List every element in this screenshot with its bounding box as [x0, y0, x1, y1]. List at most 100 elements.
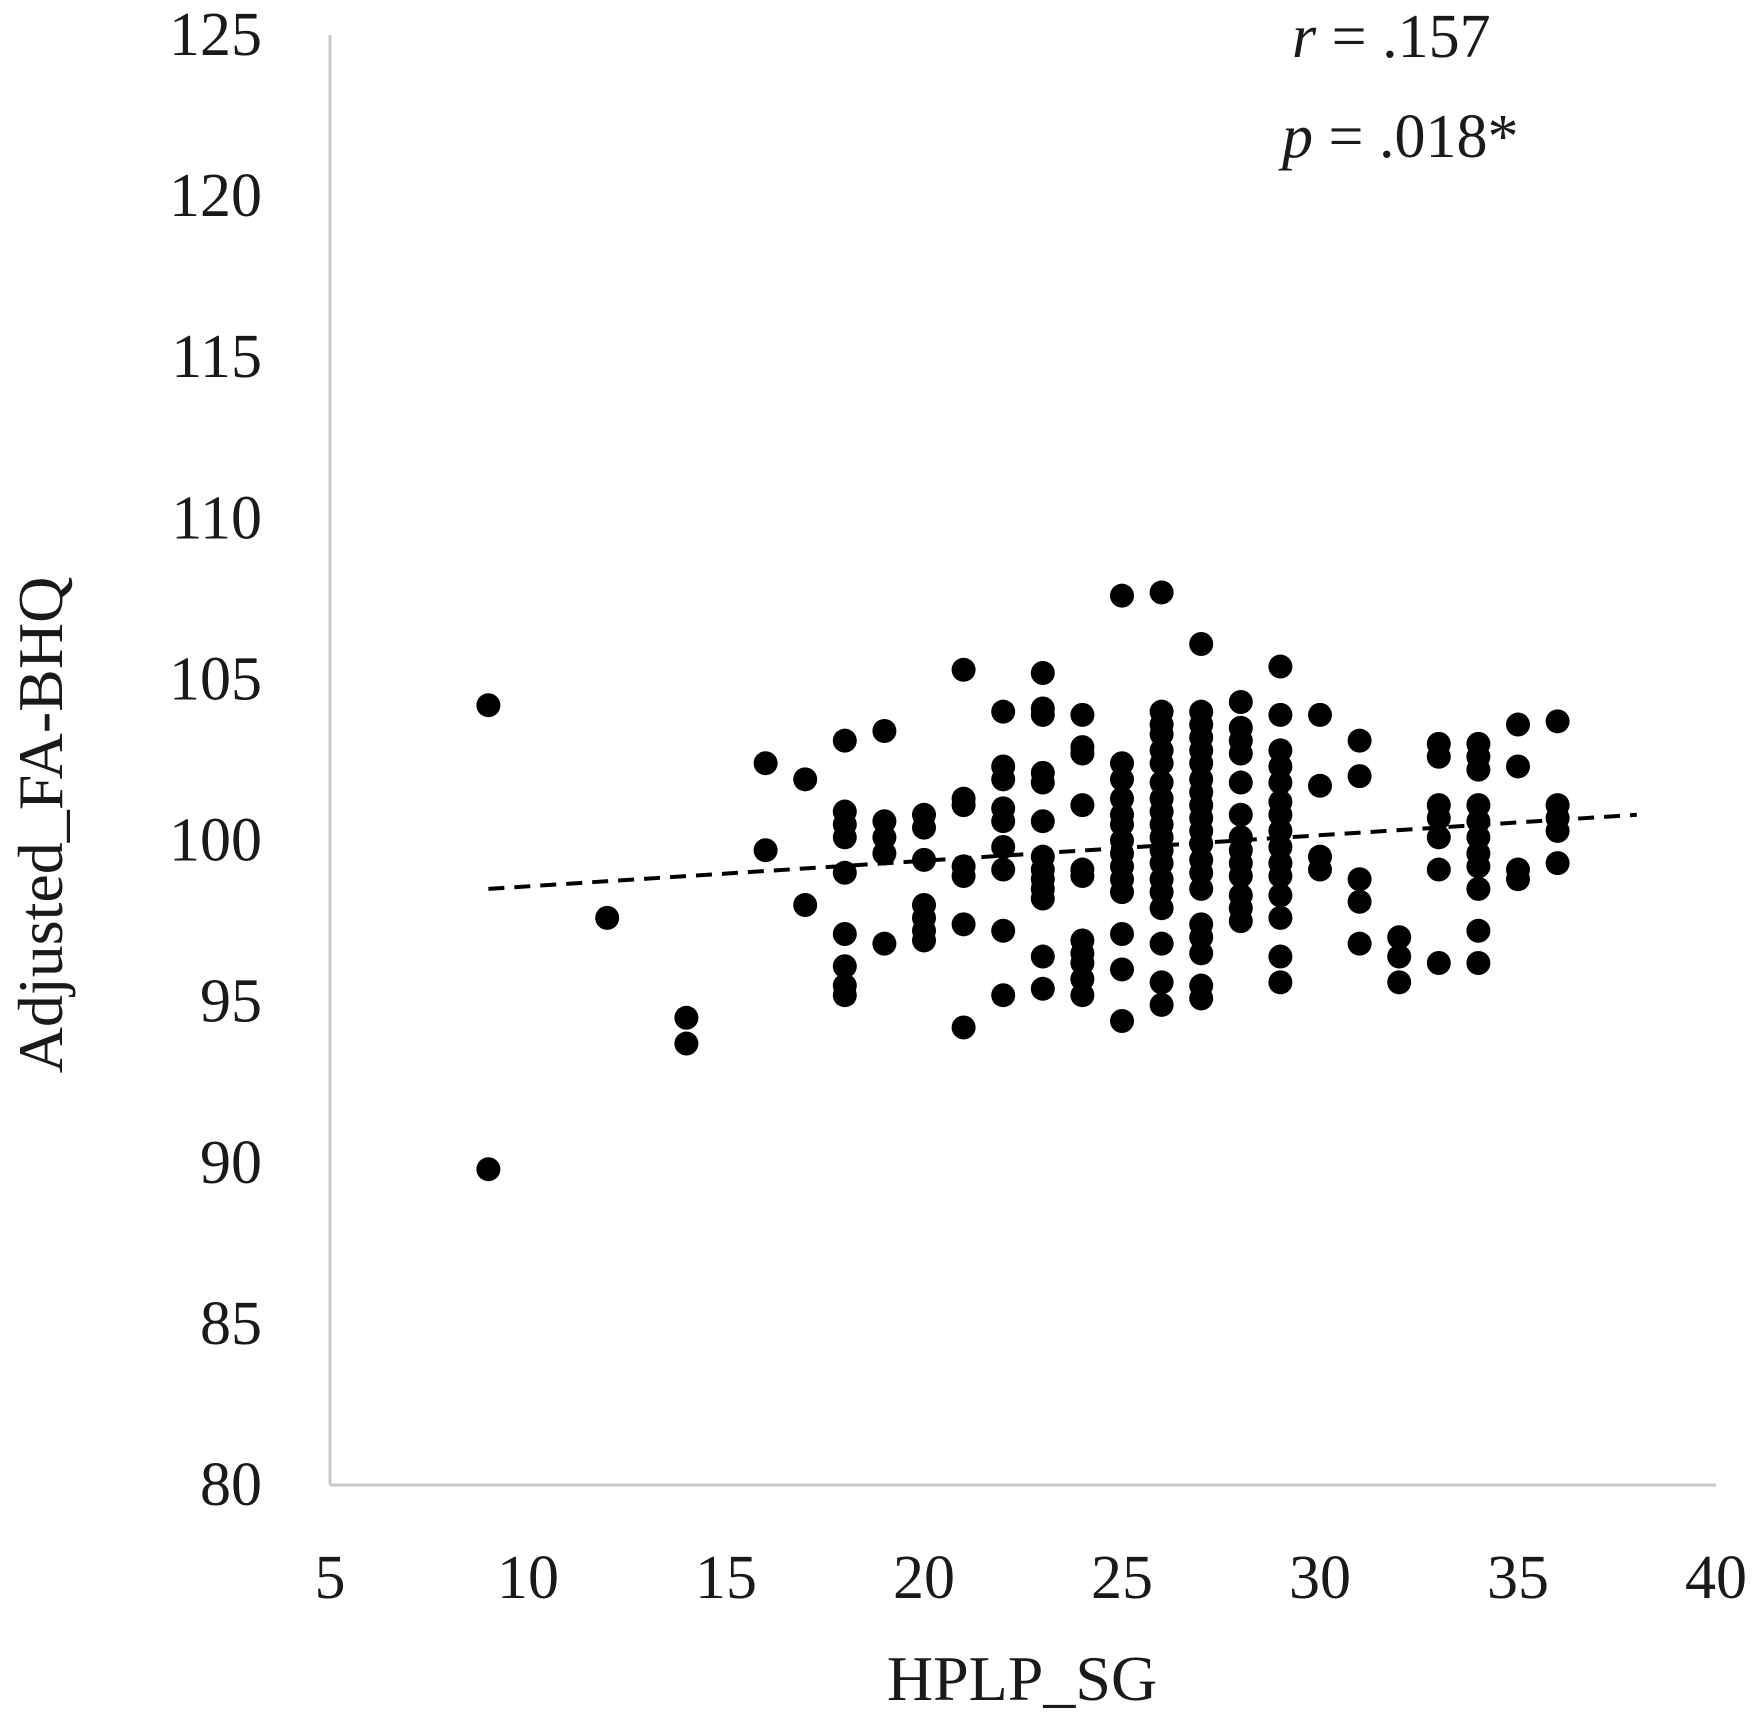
data-point: [991, 767, 1016, 792]
data-point: [1387, 925, 1412, 950]
data-points: [476, 580, 1570, 1182]
data-point: [1545, 709, 1570, 734]
x-tick-label: 5: [315, 1544, 346, 1612]
data-point: [1149, 896, 1174, 921]
data-point: [1030, 770, 1055, 795]
data-point: [1228, 690, 1253, 714]
x-tick-label: 40: [1685, 1544, 1747, 1612]
data-point: [1308, 773, 1332, 798]
r-value: = .157: [1316, 3, 1490, 71]
data-point: [1426, 806, 1451, 830]
y-tick-label: 110: [171, 484, 262, 552]
data-point: [951, 1015, 976, 1040]
data-point: [1426, 951, 1451, 975]
data-point: [1268, 944, 1293, 969]
data-point: [793, 893, 818, 917]
data-point: [1387, 944, 1412, 969]
data-point: [1189, 632, 1214, 656]
x-tick-label: 10: [497, 1544, 559, 1612]
y-tick-label: 100: [169, 807, 262, 875]
data-point: [1030, 702, 1055, 727]
data-point: [1347, 889, 1372, 914]
data-point: [1347, 867, 1372, 892]
data-point: [1030, 661, 1055, 685]
data-point: [1506, 754, 1530, 779]
data-point: [832, 954, 857, 979]
data-point: [951, 864, 976, 888]
y-tick-label: 125: [169, 1, 262, 69]
data-point: [674, 1031, 699, 1056]
data-point: [1149, 751, 1174, 776]
data-point: [1308, 702, 1332, 727]
data-point: [1268, 864, 1293, 888]
data-point: [991, 809, 1016, 834]
data-point: [1110, 880, 1134, 905]
r-symbol: r: [1292, 3, 1317, 71]
x-tick-label: 30: [1289, 1544, 1351, 1612]
data-point: [832, 922, 857, 946]
data-point: [1110, 922, 1134, 946]
p-value: = .018*: [1313, 103, 1518, 171]
y-tick-label: 85: [200, 1290, 262, 1358]
data-point: [912, 928, 936, 953]
data-point: [1466, 918, 1491, 943]
data-point: [951, 657, 976, 682]
data-point: [991, 918, 1016, 943]
data-point: [793, 767, 818, 792]
x-tick-label: 20: [893, 1544, 955, 1612]
data-point: [951, 793, 976, 818]
data-point: [1426, 744, 1451, 769]
data-point: [1466, 854, 1491, 879]
data-point: [1347, 764, 1372, 789]
data-point: [832, 983, 857, 1008]
data-point: [1070, 741, 1095, 766]
p-symbol: p: [1278, 103, 1313, 171]
data-point: [1149, 580, 1174, 605]
data-point: [1110, 767, 1134, 792]
x-tick-labels: 5 10 15 20 25 30 35 40: [315, 1544, 1748, 1612]
data-point: [595, 905, 620, 930]
data-point: [1268, 770, 1293, 795]
data-point: [1387, 970, 1412, 995]
data-point: [1545, 818, 1570, 843]
data-point: [1268, 883, 1293, 908]
x-tick-label: 25: [1091, 1544, 1153, 1612]
data-point: [912, 847, 936, 872]
data-point: [1030, 809, 1055, 834]
data-point: [872, 841, 897, 866]
data-point: [1347, 931, 1372, 956]
data-point: [1110, 957, 1134, 982]
data-point: [1268, 654, 1293, 679]
data-point: [1545, 851, 1570, 876]
data-point: [1189, 986, 1214, 1011]
data-point: [1228, 864, 1253, 888]
x-tick-label: 15: [695, 1544, 757, 1612]
data-point: [1426, 857, 1451, 882]
y-tick-labels: 80 85 90 95 100 105 110 115 120 125: [169, 1, 262, 1519]
data-point: [1149, 931, 1174, 956]
data-point: [1506, 712, 1530, 737]
data-point: [1228, 802, 1253, 827]
y-tick-label: 115: [171, 323, 262, 391]
data-point: [753, 751, 778, 776]
data-point: [1228, 770, 1253, 795]
data-point: [1347, 728, 1372, 753]
y-tick-label: 120: [169, 162, 262, 230]
data-point: [1070, 793, 1095, 818]
y-tick-label: 80: [200, 1451, 262, 1519]
data-point: [1228, 741, 1253, 766]
data-point: [476, 1157, 501, 1182]
data-point: [1070, 864, 1095, 888]
y-tick-label: 95: [200, 968, 262, 1036]
data-point: [1070, 983, 1095, 1008]
data-point: [872, 931, 897, 956]
data-point: [1030, 976, 1055, 1001]
data-point: [753, 838, 778, 863]
data-point: [674, 1005, 699, 1030]
data-point: [1149, 992, 1174, 1017]
data-point: [1030, 944, 1055, 969]
data-point: [1228, 909, 1253, 934]
data-point: [1149, 970, 1174, 995]
